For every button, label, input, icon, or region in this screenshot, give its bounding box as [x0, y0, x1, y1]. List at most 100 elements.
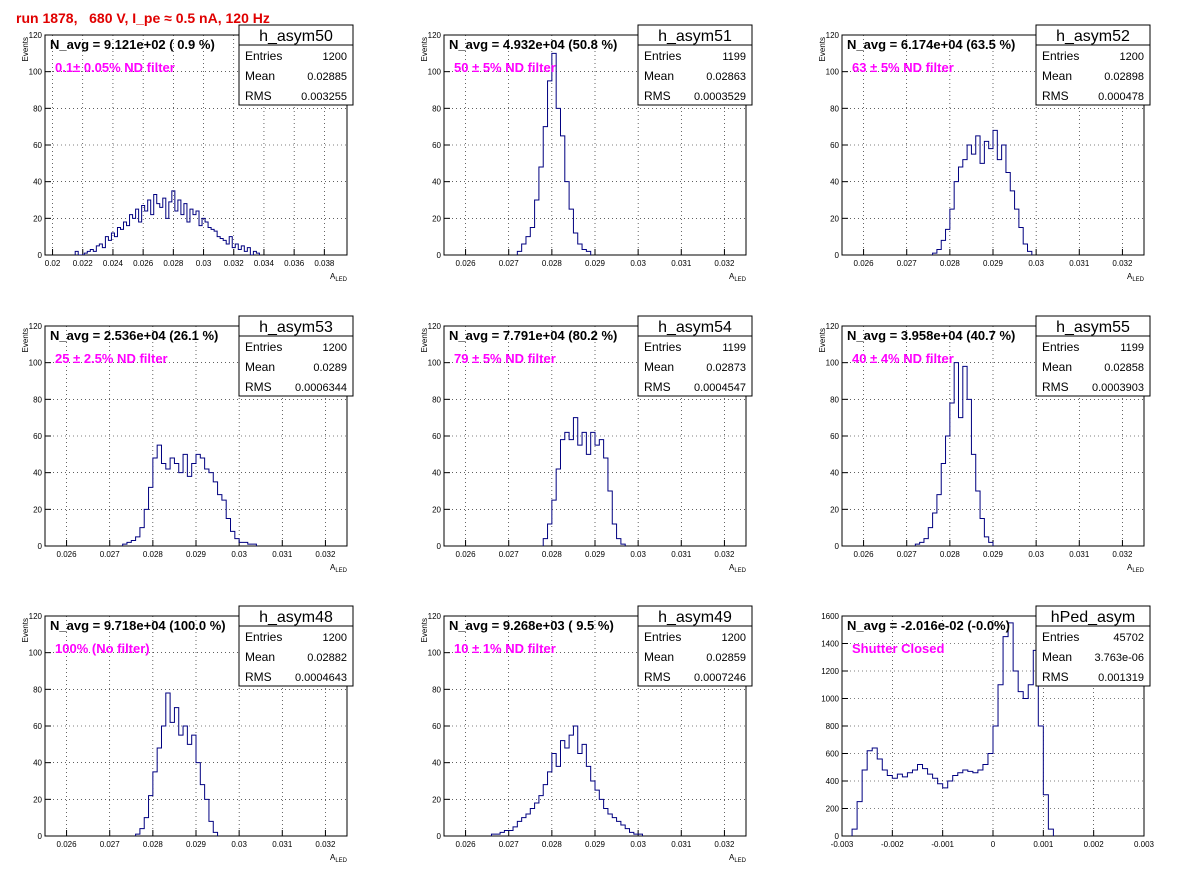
x-tick-label: 0.03 [630, 259, 646, 268]
stats-label: RMS [245, 89, 272, 103]
stats-value: 0.02858 [1104, 362, 1144, 374]
y-tick-label: 20 [432, 505, 441, 514]
histogram-panel-h_asym50: 0.02 0.022 0.024 0.026 0.028 0.03 0.032 0.034 0.… [21, 24, 354, 283]
x-tick-label: -0.002 [881, 840, 904, 849]
x-tick-label: 0.038 [314, 259, 335, 268]
stats-label: Entries [644, 49, 681, 63]
stats-value: 0.0004547 [694, 382, 746, 394]
y-axis-label: Events [420, 328, 429, 352]
filter-annotation: 40 ± 4% ND filter [852, 351, 954, 366]
y-tick-label: 20 [830, 214, 839, 223]
stats-label: Entries [245, 49, 282, 63]
x-tick-label: 0.026 [854, 259, 875, 268]
y-tick-label: 40 [33, 759, 42, 768]
x-tick-label: 0.028 [542, 259, 563, 268]
filter-annotation: 50 ± 5% ND filter [454, 60, 556, 75]
x-tick-label: 0.03 [231, 840, 247, 849]
stats-label: Mean [1042, 650, 1072, 664]
y-tick-label: 20 [432, 795, 441, 804]
n-avg-label: N_avg = 6.174e+04 (63.5 %) [847, 37, 1015, 52]
y-tick-label: 80 [432, 104, 441, 113]
x-axis-label: ALED [330, 272, 348, 283]
y-tick-label: 60 [33, 141, 42, 150]
y-tick-label: 20 [33, 505, 42, 514]
y-tick-label: 60 [33, 432, 42, 441]
y-tick-label: 100 [826, 359, 840, 368]
stats-box [637, 24, 753, 106]
x-axis-label: ALED [330, 853, 348, 864]
y-tick-label: 20 [432, 214, 441, 223]
stats-label: Entries [1042, 340, 1079, 354]
y-tick-label: 40 [432, 469, 441, 478]
x-tick-label: 0.031 [671, 259, 692, 268]
histogram-name: h_asym51 [658, 28, 732, 45]
x-tick-label: 0.003 [1134, 840, 1155, 849]
y-tick-label: 60 [432, 722, 441, 731]
histogram-line [914, 362, 994, 546]
x-tick-label: 0.03 [196, 259, 212, 268]
y-tick-label: 0 [835, 832, 840, 841]
x-axis-label: ALED [1127, 272, 1145, 283]
x-tick-label: 0.001 [1033, 840, 1054, 849]
x-tick-label: 0.031 [1069, 259, 1090, 268]
y-tick-label: 0 [437, 832, 442, 841]
stats-value: 0.0007246 [694, 672, 746, 684]
stats-label: Entries [1042, 49, 1079, 63]
filter-annotation: 79 ± 5% ND filter [454, 351, 556, 366]
stats-box [238, 315, 354, 397]
x-tick-label: 0.03 [1028, 550, 1044, 559]
x-tick-label: 0.032 [1112, 259, 1133, 268]
x-tick-label: 0.029 [585, 259, 606, 268]
stats-box [1035, 605, 1151, 687]
y-tick-label: 1600 [821, 612, 839, 621]
stats-label: Mean [245, 650, 275, 664]
x-tick-label: 0.027 [499, 259, 520, 268]
x-tick-label: 0.03 [231, 550, 247, 559]
stats-label: Mean [1042, 69, 1072, 83]
stats-value: 3.763e-06 [1094, 652, 1144, 664]
histogram-panel-hPed_asym: -0.003 -0.002 -0.001 0 0.001 0.002 0.003 0 200 40… [821, 605, 1155, 849]
stats-value: 0.02863 [706, 71, 746, 83]
histogram-panel-h_asym53: 0.026 0.027 0.028 0.029 0.03 0.031 0.032 0 20 40 6… [21, 315, 354, 574]
histogram-name: h_asym53 [259, 319, 333, 336]
histogram-panel-h_asym51: 0.026 0.027 0.028 0.029 0.03 0.031 0.032 0 20 40 6… [420, 24, 753, 283]
x-tick-label: 0.027 [100, 550, 121, 559]
y-tick-label: 800 [826, 722, 840, 731]
y-tick-label: 100 [29, 359, 43, 368]
stats-label: RMS [245, 670, 272, 684]
stats-value: 1200 [722, 632, 746, 644]
stats-value: 1200 [323, 51, 347, 63]
y-tick-label: 80 [830, 104, 839, 113]
y-tick-label: 120 [826, 31, 840, 40]
y-axis-label: Events [818, 37, 827, 61]
x-tick-label: 0.029 [186, 550, 207, 559]
x-tick-label: 0.026 [456, 840, 477, 849]
y-tick-label: 0 [835, 542, 840, 551]
x-axis-label: ALED [330, 563, 348, 574]
histogram-line [74, 190, 260, 255]
stats-label: RMS [644, 380, 671, 394]
y-axis-label: Events [420, 618, 429, 642]
y-tick-label: 120 [29, 612, 43, 621]
histogram-name: h_asym50 [259, 28, 333, 45]
stats-box [1035, 315, 1151, 397]
y-axis-label: Events [21, 37, 30, 61]
stats-value: 0.003255 [301, 91, 347, 103]
y-tick-label: 120 [29, 322, 43, 331]
x-tick-label: 0.028 [542, 550, 563, 559]
y-tick-label: 0 [38, 832, 43, 841]
x-axis-label-subscript: LED [335, 277, 347, 283]
stats-value: 1200 [1120, 51, 1144, 63]
y-tick-label: 1400 [821, 640, 839, 649]
histogram-line [122, 444, 257, 546]
x-tick-label: 0.029 [983, 259, 1004, 268]
x-tick-label: 0.032 [1112, 550, 1133, 559]
x-tick-label: 0.026 [456, 550, 477, 559]
stats-value: 1199 [722, 51, 746, 63]
histogram-panel-h_asym49: 0.026 0.027 0.028 0.029 0.03 0.031 0.032 0 20 40 6… [420, 605, 753, 864]
x-tick-label: 0.028 [143, 840, 164, 849]
y-axis-label: Events [21, 618, 30, 642]
y-axis-label: Events [21, 328, 30, 352]
x-tick-label: -0.003 [831, 840, 854, 849]
n-avg-label: N_avg = 2.536e+04 (26.1 %) [50, 328, 218, 343]
